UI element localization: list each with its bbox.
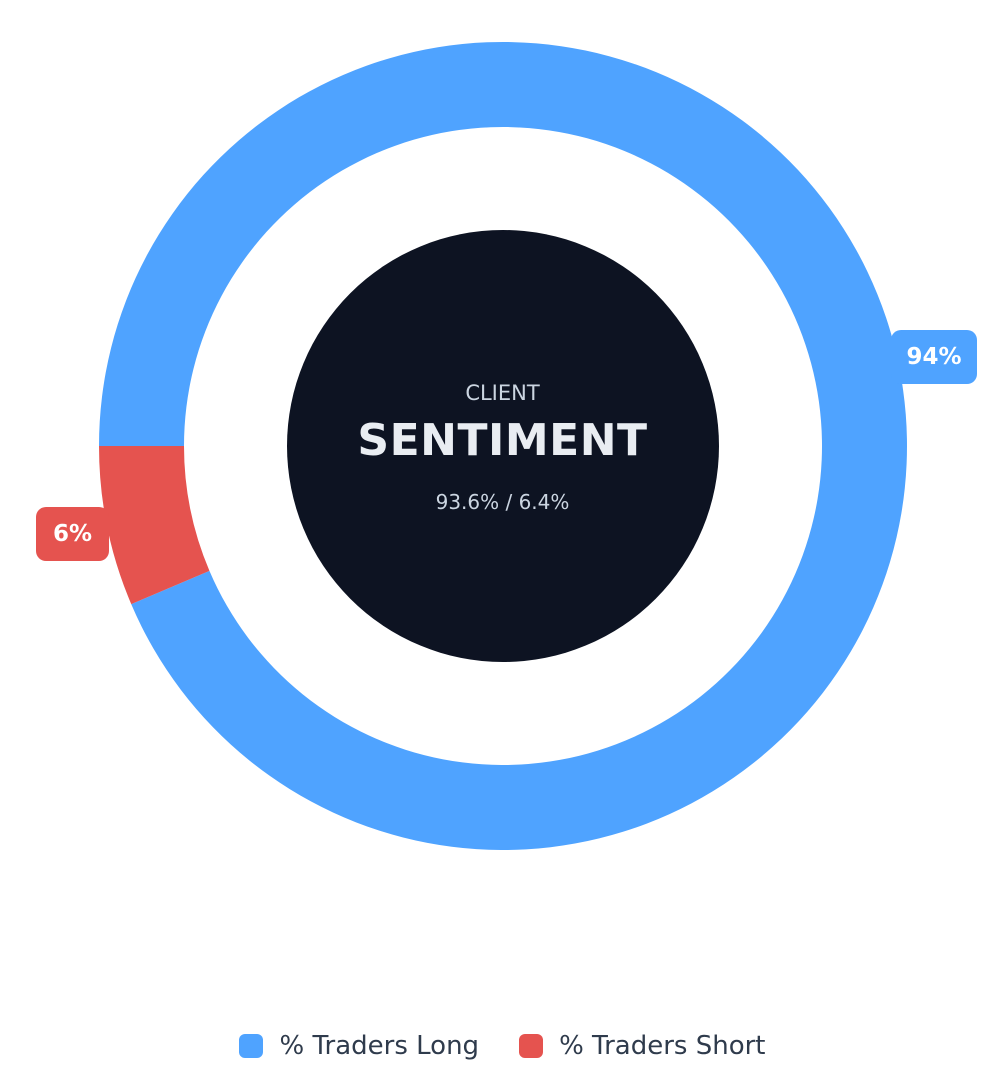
data-label-short: 6% (36, 507, 109, 561)
legend-swatch-long (239, 1034, 264, 1058)
center-subtitle: 93.6% / 6.4% (435, 490, 570, 514)
data-label-long: 94% (891, 330, 977, 384)
center-disc (287, 230, 719, 662)
slice-traders-short[interactable] (99, 446, 210, 605)
legend-label-long: % Traders Long (279, 1031, 480, 1061)
legend-item-short[interactable]: % Traders Short (519, 1031, 766, 1061)
legend-item-long[interactable]: % Traders Long (239, 1031, 479, 1061)
center-kicker: CLIENT (465, 381, 540, 405)
legend: % Traders Long % Traders Short (0, 1026, 1005, 1066)
legend-swatch-short (519, 1034, 544, 1058)
donut-slices (99, 42, 907, 851)
legend-label-short: % Traders Short (559, 1031, 766, 1061)
center-title: SENTIMENT (357, 415, 648, 466)
